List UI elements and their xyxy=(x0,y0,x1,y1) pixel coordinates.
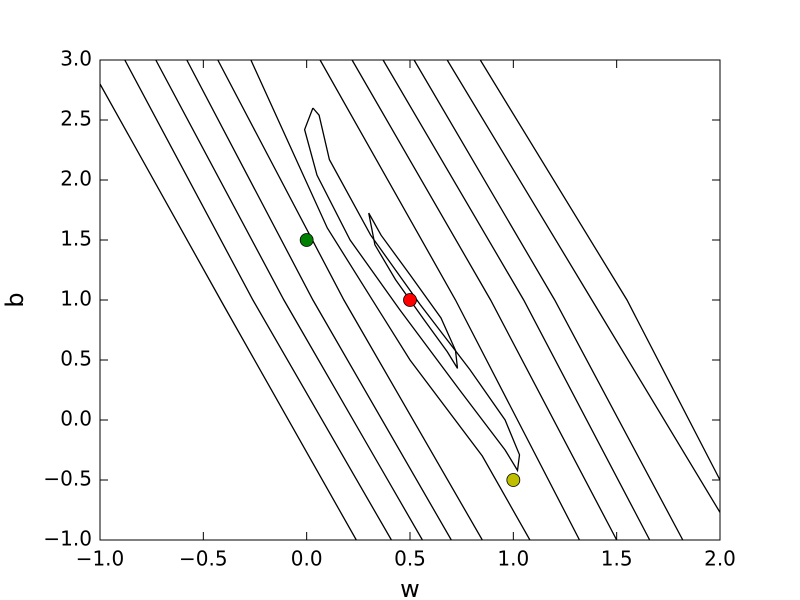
y-tick-label: 1.0 xyxy=(60,287,92,311)
point xyxy=(506,473,521,487)
y-tick-label: 0.5 xyxy=(60,347,92,371)
x-tick-label: 1.0 xyxy=(497,547,529,571)
x-axis-label: w xyxy=(400,575,420,600)
y-tick-label: −0.5 xyxy=(43,467,92,491)
x-tick-label: −1.0 xyxy=(76,547,125,571)
y-tick-label: 1.5 xyxy=(60,227,92,251)
contour-line xyxy=(368,212,459,369)
y-tick-label: −1.0 xyxy=(43,527,92,551)
contour-line xyxy=(382,60,651,540)
contour-line xyxy=(155,60,423,540)
y-tick-label: 2.0 xyxy=(60,167,92,191)
x-tick-label: −0.5 xyxy=(179,547,228,571)
contour-line xyxy=(186,60,452,540)
contour-line xyxy=(250,60,531,540)
x-tick-label: 0.5 xyxy=(394,547,426,571)
contour-line xyxy=(124,60,392,540)
y-tick-label: 2.5 xyxy=(60,107,92,131)
contour-line xyxy=(479,60,720,481)
x-tick-label: 1.5 xyxy=(601,547,633,571)
plot-area xyxy=(100,60,720,540)
y-tick-label: 0.0 xyxy=(60,407,92,431)
contour-line xyxy=(319,60,581,540)
x-tick-label: 2.0 xyxy=(704,547,736,571)
point xyxy=(299,233,314,247)
contour-line xyxy=(446,60,720,513)
y-tick-label: 3.0 xyxy=(60,47,92,71)
y-axis-label: b xyxy=(1,292,29,307)
x-tick-label: 0.0 xyxy=(291,547,323,571)
contour-line xyxy=(351,60,618,540)
contour-line xyxy=(413,60,684,540)
contour-line xyxy=(217,60,483,540)
contour-line xyxy=(100,83,357,540)
contour-line xyxy=(303,107,521,473)
point xyxy=(403,293,417,307)
